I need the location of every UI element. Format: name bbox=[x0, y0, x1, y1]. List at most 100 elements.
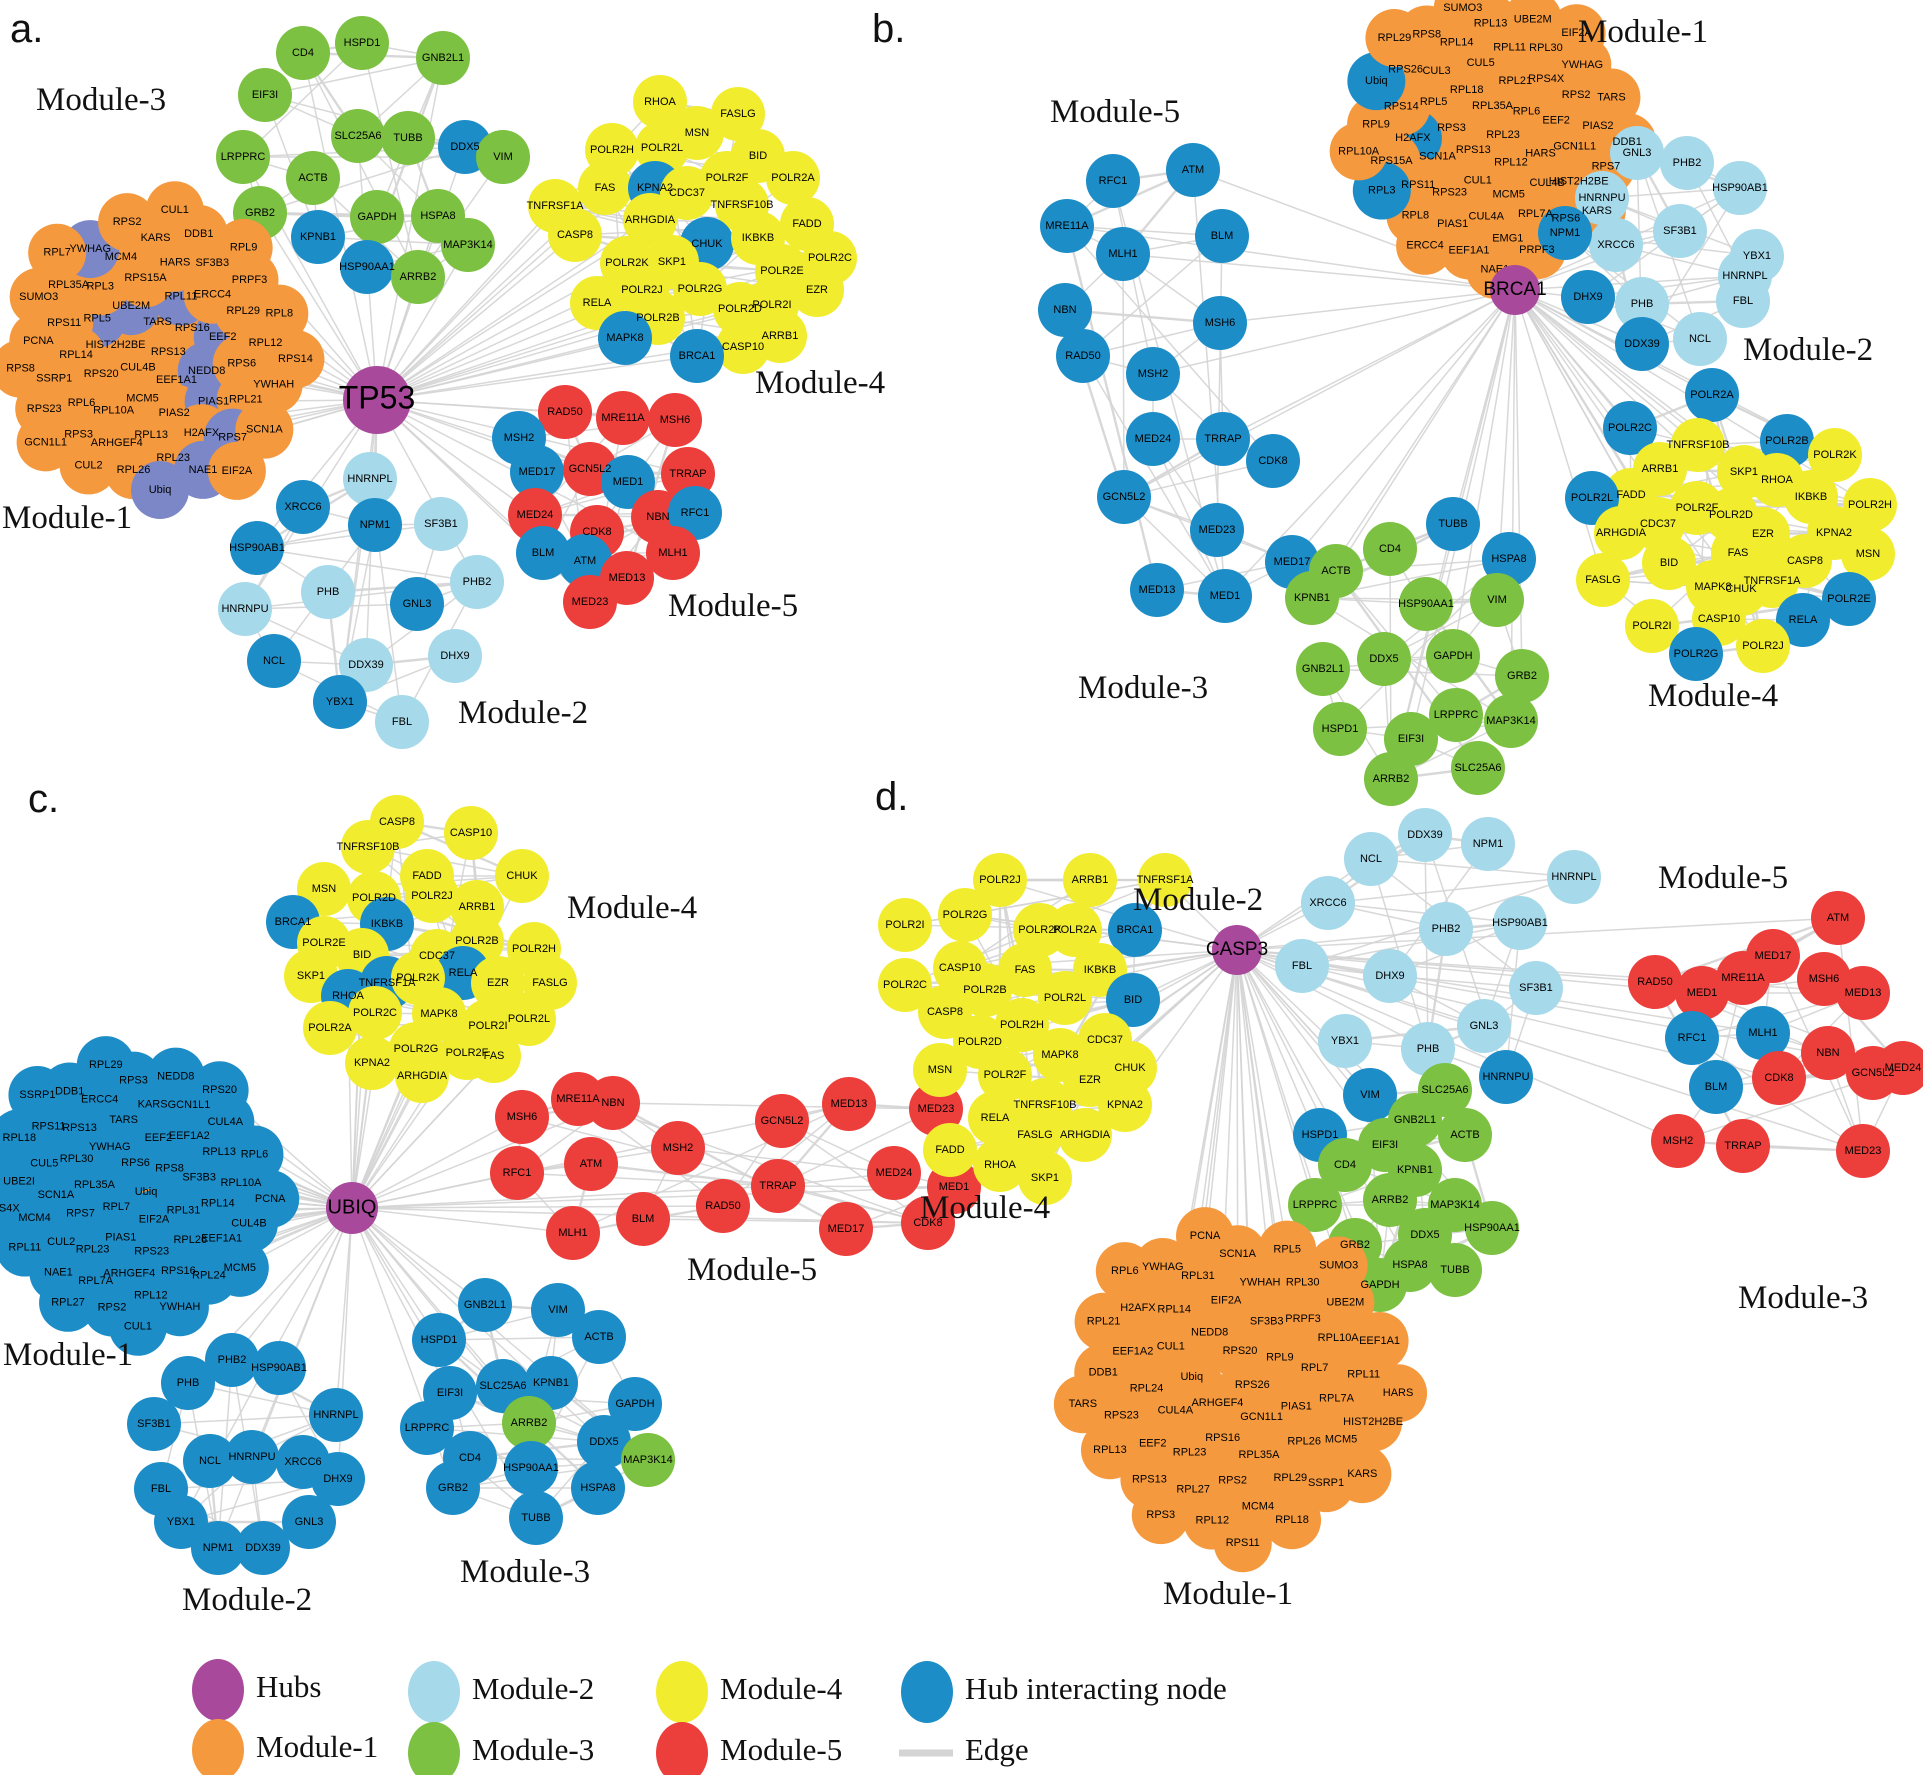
node-label: H2AFX bbox=[184, 427, 220, 439]
node-map3k14 bbox=[621, 1433, 675, 1487]
module-label-module-1-panel-b: Module-1 bbox=[1578, 14, 1708, 50]
node-gnl3 bbox=[1457, 999, 1511, 1053]
nodes-layer bbox=[0, 0, 1923, 1575]
node-arrb2 bbox=[1364, 752, 1418, 806]
node-label: RPL31 bbox=[167, 1204, 201, 1216]
node-phb bbox=[1401, 1022, 1455, 1076]
node-hsp90aa1 bbox=[340, 240, 394, 294]
node-label: RPS4X bbox=[0, 1202, 20, 1214]
node-label: PIAS1 bbox=[1281, 1401, 1312, 1413]
node-kpnb1 bbox=[524, 1356, 578, 1410]
edge bbox=[1152, 438, 1226, 597]
node-phb bbox=[1615, 277, 1669, 331]
node-label: MRE11A bbox=[1045, 220, 1089, 232]
node-eif3i bbox=[238, 68, 292, 122]
node-label: MLH1 bbox=[1108, 248, 1137, 260]
node-label: BID bbox=[1124, 994, 1142, 1006]
node-label: KPNA2 bbox=[354, 1057, 390, 1069]
node-npm1 bbox=[191, 1521, 245, 1575]
node-label: GCN1L1 bbox=[168, 1099, 211, 1111]
node-label: TNFRSF1A bbox=[1137, 874, 1195, 886]
node-label: RPS26 bbox=[1235, 1379, 1270, 1391]
node-label: RPS3 bbox=[1437, 122, 1466, 134]
node-label: HIST2H2BE bbox=[1343, 1416, 1403, 1428]
node-rpl29 bbox=[1365, 9, 1424, 68]
node-label: CUL4A bbox=[208, 1116, 244, 1128]
node-label: POLR2F bbox=[984, 1069, 1027, 1081]
hub-label: BRCA1 bbox=[1483, 279, 1546, 300]
edge bbox=[259, 146, 466, 214]
node-label: HSPA8 bbox=[1491, 553, 1526, 565]
node-label: LRPPRC bbox=[221, 151, 266, 163]
node-label: MED23 bbox=[918, 1103, 955, 1115]
node-label: FAS bbox=[1728, 547, 1749, 559]
node-label: NBN bbox=[646, 511, 669, 523]
node-label: DHX9 bbox=[323, 1473, 352, 1485]
node-label: EIF3I bbox=[252, 89, 278, 101]
node-rpl6 bbox=[1095, 1242, 1154, 1301]
node-label: PRPF3 bbox=[1285, 1313, 1320, 1325]
node-label: CD4 bbox=[1379, 543, 1401, 555]
node-label: TNFRSF10B bbox=[337, 841, 400, 853]
node-label: YWHAH bbox=[1240, 1277, 1281, 1289]
node-label: RPS11 bbox=[1401, 179, 1435, 191]
node-blm bbox=[616, 1192, 670, 1246]
node-label: ERCC4 bbox=[194, 289, 231, 301]
node-label: PIAS1 bbox=[198, 395, 229, 407]
node-label: RPS6 bbox=[1552, 213, 1581, 225]
node-label: POLR2H bbox=[512, 943, 556, 955]
node-label: GNB2L1 bbox=[1302, 663, 1344, 675]
node-label: RPL29 bbox=[1378, 32, 1412, 44]
node-polr2l bbox=[635, 121, 689, 175]
node-label: MSN bbox=[928, 1064, 953, 1076]
node-label: PHB bbox=[1417, 1043, 1440, 1055]
node-label: POLR2G bbox=[1674, 648, 1719, 660]
node-gnl3 bbox=[282, 1495, 336, 1549]
node-label: DDB1 bbox=[1613, 136, 1642, 148]
node-label: CUL3 bbox=[1422, 65, 1450, 77]
node-label: BRCA1 bbox=[275, 916, 312, 928]
node-brca1 bbox=[670, 329, 724, 383]
node-rad50 bbox=[538, 385, 592, 439]
node-label: ARHGEF4 bbox=[91, 437, 143, 449]
node-label: RPS3 bbox=[64, 428, 93, 440]
node-label: CDC37 bbox=[1640, 518, 1676, 530]
node-label: YWHAG bbox=[89, 1141, 131, 1153]
module-label-module-4-panel-d: Module-4 bbox=[920, 1190, 1050, 1226]
node-polr2i bbox=[1625, 599, 1679, 653]
node-tnfrsf10b bbox=[341, 820, 395, 874]
node-cul1 bbox=[145, 181, 204, 240]
node-dhx9 bbox=[428, 629, 482, 683]
node-label: KPNB1 bbox=[1294, 592, 1330, 604]
node-label: CD4 bbox=[1334, 1159, 1356, 1171]
node-label: HARS bbox=[160, 257, 191, 269]
node-label: POLR2L bbox=[508, 1013, 550, 1025]
node-label: MAPK8 bbox=[1694, 581, 1731, 593]
node-label: RPL13 bbox=[1093, 1444, 1127, 1456]
node-label: RPL7 bbox=[43, 247, 71, 259]
node-label: NEDD8 bbox=[1191, 1326, 1228, 1338]
node-label: MCM5 bbox=[224, 1262, 256, 1274]
node-hnrnpl bbox=[1547, 850, 1601, 904]
node-label: BID bbox=[1660, 557, 1678, 569]
node-tnfrsf1a bbox=[1138, 853, 1192, 907]
node-label: RPL3 bbox=[1368, 184, 1396, 196]
node-label: RPS26 bbox=[1388, 64, 1423, 76]
node-label: DHX9 bbox=[1375, 970, 1404, 982]
node-nedd8 bbox=[146, 1047, 205, 1106]
node-cd4 bbox=[1363, 522, 1417, 576]
edge bbox=[1837, 917, 1864, 1152]
node-polr2c bbox=[348, 986, 402, 1040]
node-rps3 bbox=[1131, 1486, 1190, 1545]
node-faslg bbox=[711, 87, 765, 141]
node-label: RPS6 bbox=[227, 358, 256, 370]
node-label: RPS2 bbox=[1562, 89, 1591, 101]
node-label: ACTB bbox=[298, 172, 327, 184]
node-label: RELA bbox=[583, 297, 612, 309]
node-label: RFC1 bbox=[681, 507, 710, 519]
node-label: EEF1A1 bbox=[156, 374, 197, 386]
node-label: HSPA8 bbox=[580, 1482, 615, 1494]
node-polr2k bbox=[1808, 428, 1862, 482]
hub-node-tp53 bbox=[343, 366, 411, 434]
node-label: RPL18 bbox=[3, 1132, 37, 1144]
